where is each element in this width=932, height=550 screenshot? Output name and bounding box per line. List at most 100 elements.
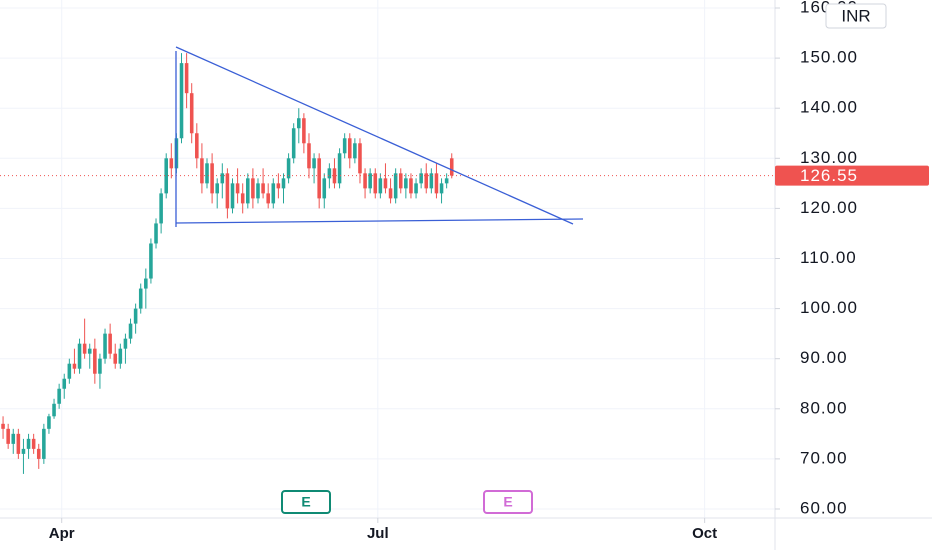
candle-body xyxy=(240,193,245,204)
candle-body xyxy=(184,63,189,94)
candle-body xyxy=(444,178,449,184)
candle-body xyxy=(215,183,219,194)
candle-body xyxy=(235,183,240,194)
earnings-marker[interactable]: E xyxy=(483,490,533,514)
trend-line xyxy=(175,218,584,224)
candle-body xyxy=(128,323,133,339)
candle-body xyxy=(210,163,214,194)
candle-body xyxy=(36,448,41,459)
marker-label[interactable]: E xyxy=(301,494,310,510)
candle-body xyxy=(118,348,123,364)
candle-body xyxy=(93,348,97,374)
candle-body xyxy=(271,183,276,204)
y-tick-label: 140.00 xyxy=(800,98,858,117)
candle-body xyxy=(276,183,281,189)
marker-box[interactable] xyxy=(483,490,533,514)
candle-body xyxy=(72,363,77,369)
candle-body xyxy=(424,173,429,189)
candle-body xyxy=(449,158,454,176)
candle-body xyxy=(404,178,408,189)
candle-body xyxy=(266,193,270,204)
candle-body xyxy=(57,388,61,404)
candle-body xyxy=(11,433,16,444)
candle-body xyxy=(291,128,296,159)
candle-body xyxy=(164,158,169,194)
x-tick-label: Oct xyxy=(692,525,717,542)
marker-label[interactable]: E xyxy=(503,494,512,510)
candle-body xyxy=(246,178,250,204)
candle-body xyxy=(322,178,327,199)
earnings-marker[interactable]: E xyxy=(281,490,331,514)
candle-body xyxy=(87,348,92,354)
candle-body xyxy=(77,343,82,369)
candle-body xyxy=(312,158,316,169)
x-tick-label: Apr xyxy=(49,525,75,542)
currency-box[interactable] xyxy=(825,3,887,29)
axes: 60.00 70.00 80.00 90.00 100.00 110.00 120.00 13… xyxy=(49,0,929,542)
candle-body xyxy=(6,428,10,444)
candle-body xyxy=(353,143,357,159)
candle-body xyxy=(103,333,107,359)
candle-body xyxy=(195,133,199,159)
candle-body xyxy=(393,173,398,199)
candle-body xyxy=(337,153,342,184)
y-tick-label: 150.00 xyxy=(800,48,858,67)
candle-body xyxy=(98,358,102,374)
candle-body xyxy=(261,183,265,194)
candles xyxy=(0,53,775,474)
last-price-box xyxy=(775,165,929,186)
candle-body xyxy=(169,158,174,169)
candle-body xyxy=(439,183,444,194)
candle-body xyxy=(302,118,306,144)
y-tick-label: 100.00 xyxy=(800,298,858,317)
candle-body xyxy=(67,363,72,379)
candle-body xyxy=(225,173,230,209)
candle-body xyxy=(363,173,367,189)
y-tick-label: 110.00 xyxy=(800,248,857,267)
candle-body xyxy=(16,433,21,454)
candle-body xyxy=(358,143,362,174)
candle-body xyxy=(31,438,36,449)
candle-body xyxy=(52,403,56,417)
grid xyxy=(0,0,775,518)
candle-body xyxy=(347,138,352,159)
candle-body xyxy=(332,168,337,184)
candle-body xyxy=(154,223,158,244)
candle-body xyxy=(108,333,112,354)
trend-line xyxy=(175,46,574,225)
y-tick-label: 90.00 xyxy=(800,348,848,367)
candle-body xyxy=(220,173,225,184)
y-tick-label: 120.00 xyxy=(800,198,858,217)
candle-body xyxy=(383,178,388,189)
candle-body xyxy=(307,143,311,169)
x-tick-label: Jul xyxy=(367,525,389,542)
y-tick-label: 70.00 xyxy=(800,448,848,467)
candle-body xyxy=(429,173,434,189)
candle-body xyxy=(179,63,184,139)
candle-body xyxy=(159,193,163,224)
candle-body xyxy=(398,173,403,189)
candle-body xyxy=(414,183,418,194)
candle-body xyxy=(286,158,291,179)
currency-label[interactable]: INR xyxy=(841,6,870,25)
candle-body xyxy=(327,168,332,179)
candle-body xyxy=(368,173,372,189)
candle-body xyxy=(378,178,383,194)
candle-body xyxy=(317,158,321,199)
candle-body xyxy=(21,448,26,454)
candle-body xyxy=(123,338,128,349)
candle-body xyxy=(251,178,255,199)
y-tick-label: 80.00 xyxy=(800,398,848,417)
candle-body xyxy=(256,183,260,199)
candle-body xyxy=(281,178,286,189)
candle-body xyxy=(47,416,51,429)
marker-box[interactable] xyxy=(281,490,331,514)
candle-body xyxy=(296,118,301,129)
drawings xyxy=(175,46,584,227)
candle-body xyxy=(82,343,87,354)
candle-body xyxy=(419,173,423,184)
candle-body xyxy=(42,428,46,459)
y-tick-label: 130.00 xyxy=(800,148,858,167)
candle-body xyxy=(113,353,118,364)
